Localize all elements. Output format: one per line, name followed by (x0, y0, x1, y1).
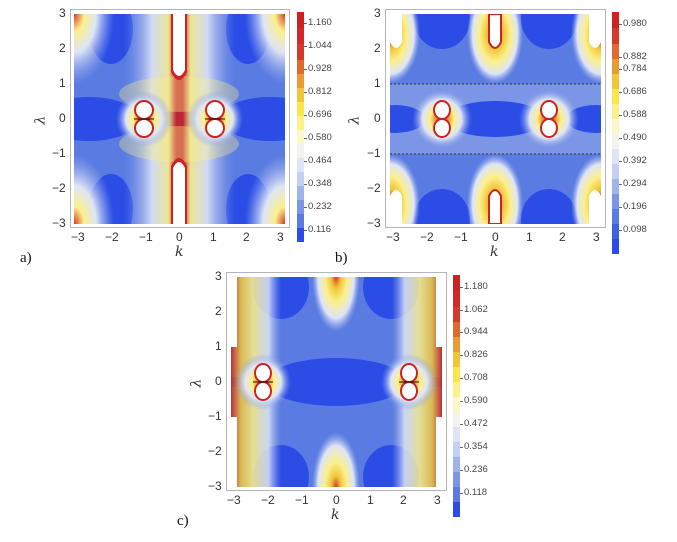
x-tick: 2 (400, 493, 407, 507)
y-axis-label: λ (346, 115, 363, 125)
y-tick: −3 (208, 479, 222, 493)
colorbar-tick: 0.464 (304, 155, 332, 166)
y-tick: −1 (367, 146, 381, 160)
y-tick: 2 (215, 304, 222, 318)
colorbar-tick: 0.928 (304, 63, 332, 74)
x-tick: −3 (71, 230, 85, 244)
x-axis-label: k (175, 244, 184, 260)
colorbar-tick: 0.944 (460, 326, 488, 337)
x-tick: 3 (277, 230, 284, 244)
colorbar-tick: 0.686 (619, 86, 647, 97)
x-tick: 2 (559, 230, 566, 244)
panel-label-c: c) (177, 513, 189, 529)
x-tick: 1 (210, 230, 217, 244)
x-tick: 2 (243, 230, 250, 244)
x-axis-label: k (490, 244, 499, 260)
colorbar-tick: 0.116 (303, 224, 332, 235)
colorbar-tick: 0.098 (619, 224, 647, 235)
contour-plot-c (231, 277, 442, 487)
colorbar-tick: 0.348 (304, 178, 332, 189)
x-tick: −1 (454, 230, 468, 244)
x-axis-label: k (331, 507, 340, 523)
x-tick: 0 (176, 230, 183, 244)
colorbar-tick: 0.882 (619, 51, 647, 62)
colorbar-tick: 0.392 (619, 155, 647, 166)
x-tick: 1 (526, 230, 533, 244)
x-tick: 1 (367, 493, 374, 507)
colorbar-tick: 0.118 (459, 487, 488, 498)
colorbar-tick: 1.044 (304, 40, 332, 51)
y-tick: −1 (52, 146, 66, 160)
panel-label-b: b) (335, 250, 348, 266)
y-tick: −2 (367, 181, 381, 195)
colorbar-tick: 0.590 (460, 395, 488, 406)
x-tick: 3 (593, 230, 600, 244)
x-tick: 0 (492, 230, 499, 244)
y-tick: 3 (59, 6, 66, 20)
y-tick: 3 (215, 269, 222, 283)
colorbar-tick: 0.980 (619, 18, 647, 29)
colorbar-tick: 0.294 (619, 178, 647, 189)
x-tick: −1 (295, 493, 309, 507)
x-tick: 0 (333, 493, 340, 507)
y-tick: 1 (374, 76, 381, 90)
y-tick: −2 (52, 181, 66, 195)
colorbar-c (453, 275, 460, 517)
colorbar-tick: 0.354 (460, 441, 488, 452)
colorbar-tick: 1.062 (460, 304, 488, 315)
y-tick: 0 (59, 111, 66, 125)
colorbar-tick: 0.580 (304, 132, 332, 143)
y-tick: 2 (59, 41, 66, 55)
y-tick: 3 (374, 6, 381, 20)
contour-plot-a (74, 14, 285, 224)
x-tick: 3 (434, 493, 441, 507)
y-tick: −3 (52, 216, 66, 230)
y-tick: −3 (367, 216, 381, 230)
y-tick: 1 (59, 76, 66, 90)
colorbar-tick: 0.588 (619, 109, 647, 120)
x-tick: −1 (139, 230, 153, 244)
y-axis-label: λ (32, 115, 49, 125)
colorbar-tick: 1.180 (460, 281, 488, 292)
colorbar-b (612, 12, 619, 254)
y-tick: 0 (374, 111, 381, 125)
y-tick: −1 (208, 409, 222, 423)
x-tick: −3 (227, 493, 241, 507)
y-axis-label: λ (188, 378, 205, 388)
colorbar-tick: 1.160 (304, 17, 332, 28)
y-tick: 0 (215, 374, 222, 388)
x-tick: −2 (261, 493, 275, 507)
y-tick: −2 (208, 444, 222, 458)
colorbar-tick: 0.236 (460, 464, 488, 475)
x-tick: −2 (105, 230, 119, 244)
colorbar-tick: 0.784 (619, 63, 647, 74)
colorbar-tick: 0.196 (619, 201, 647, 212)
colorbar-tick: 0.232 (304, 201, 332, 212)
x-tick: −3 (386, 230, 400, 244)
colorbar-tick: 0.812 (304, 86, 332, 97)
colorbar-a (297, 12, 304, 242)
y-tick: 2 (374, 41, 381, 55)
colorbar-tick: 0.826 (460, 349, 488, 360)
colorbar-tick: 0.490 (619, 132, 647, 143)
colorbar-tick: 0.708 (460, 372, 488, 383)
colorbar-tick: 0.472 (460, 418, 488, 429)
contour-plot-b (390, 14, 601, 224)
colorbar-tick: 0.696 (304, 109, 332, 120)
panel-label-a: a) (20, 250, 32, 266)
y-tick: 1 (215, 339, 222, 353)
x-tick: −2 (420, 230, 434, 244)
